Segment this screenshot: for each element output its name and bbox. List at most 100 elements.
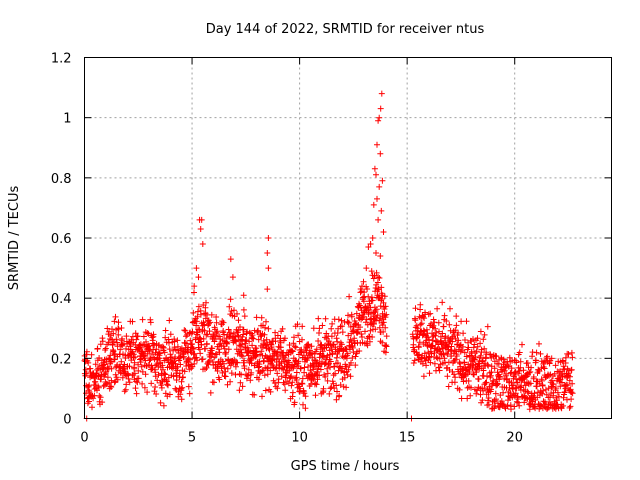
data-point (548, 377, 555, 384)
data-point (568, 389, 575, 396)
data-point (349, 355, 356, 361)
data-point (194, 308, 201, 315)
data-point (378, 207, 385, 214)
data-point (261, 331, 268, 338)
data-point (261, 357, 268, 364)
data-point (352, 353, 359, 360)
data-point (203, 340, 210, 347)
data-point (439, 299, 446, 306)
data-point (115, 319, 122, 326)
data-point (166, 339, 172, 346)
data-point (553, 385, 559, 392)
data-point (262, 387, 269, 394)
data-point (186, 356, 193, 363)
data-point (410, 360, 417, 366)
data-point (477, 328, 484, 335)
data-point (380, 229, 387, 235)
data-point (516, 349, 523, 356)
data-point (205, 361, 212, 368)
data-point (457, 348, 464, 355)
data-point (301, 364, 308, 371)
data-point (288, 347, 295, 354)
data-point (507, 390, 514, 397)
data-point (333, 396, 340, 403)
data-point (227, 256, 234, 263)
data-point (379, 292, 386, 299)
data-point (553, 394, 560, 401)
data-point (268, 344, 275, 350)
data-point (492, 390, 499, 397)
data-point (253, 345, 260, 352)
data-point (470, 336, 476, 343)
data-point (530, 374, 537, 380)
data-point (202, 304, 209, 311)
data-point (174, 337, 181, 344)
data-point (194, 357, 200, 364)
data-point (289, 348, 296, 355)
data-point (548, 355, 555, 362)
data-point (317, 366, 324, 373)
data-point (140, 342, 146, 349)
data-point (222, 373, 229, 380)
data-point (241, 365, 248, 372)
data-point (311, 364, 317, 371)
data-point (484, 373, 490, 380)
data-point (470, 371, 477, 377)
data-point (178, 396, 185, 403)
data-point (135, 375, 142, 382)
data-point (429, 337, 436, 344)
data-point (453, 322, 460, 329)
data-point (305, 342, 312, 349)
data-point (464, 395, 471, 402)
data-point (479, 397, 486, 404)
data-point (153, 346, 160, 353)
y-tick-label: 1.2 (51, 52, 72, 67)
data-point (289, 389, 296, 396)
data-point (237, 379, 244, 386)
data-point (160, 344, 167, 351)
data-point (110, 348, 117, 355)
data-point (474, 343, 481, 350)
data-point (114, 376, 121, 383)
data-point (436, 367, 443, 374)
data-point (481, 345, 488, 352)
data-point (287, 374, 294, 381)
data-point (185, 355, 192, 362)
data-point (119, 374, 126, 381)
data-point (567, 403, 574, 410)
data-point (255, 327, 262, 334)
data-point (299, 323, 306, 330)
data-point (533, 383, 540, 390)
data-point (195, 303, 202, 310)
data-point (100, 383, 107, 390)
data-point (227, 378, 234, 385)
data-point (565, 351, 572, 358)
data-point (432, 332, 439, 339)
data-point (453, 313, 460, 320)
data-point (156, 350, 163, 357)
data-point (460, 330, 467, 337)
data-point (371, 321, 377, 327)
data-point (274, 370, 281, 377)
data-point (460, 378, 467, 385)
data-point (373, 269, 380, 276)
data-point (302, 393, 309, 400)
data-point (420, 373, 427, 380)
data-point (251, 391, 258, 398)
data-point (122, 386, 129, 393)
data-point (515, 399, 522, 406)
data-point (239, 383, 246, 390)
data-point (312, 380, 319, 387)
data-point (290, 340, 297, 347)
data-point (105, 339, 112, 346)
data-point (274, 385, 281, 392)
data-point (182, 327, 189, 334)
data-point (451, 357, 458, 364)
data-point (369, 297, 376, 304)
data-point (377, 253, 384, 259)
data-point (104, 374, 111, 381)
data-point (562, 354, 569, 361)
data-point (133, 378, 140, 385)
data-point (158, 382, 165, 389)
data-point (369, 334, 376, 340)
